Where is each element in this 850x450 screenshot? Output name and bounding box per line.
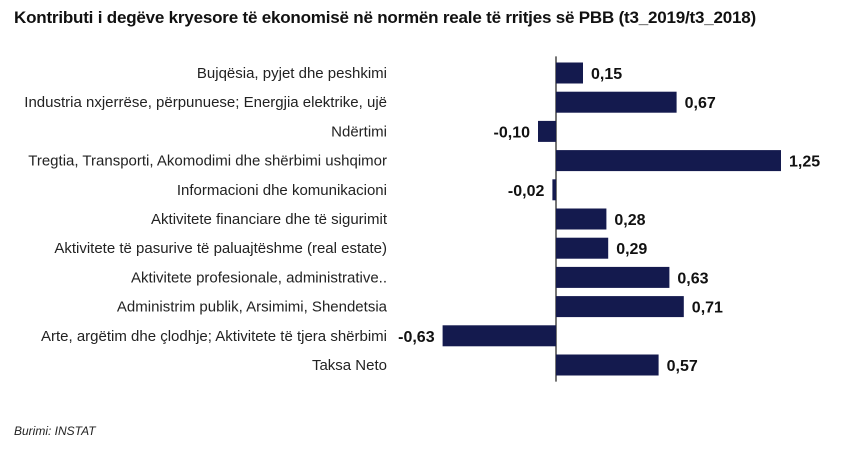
- value-label: 0,67: [685, 95, 716, 112]
- bar: [556, 150, 781, 172]
- value-label: 0,57: [667, 358, 698, 375]
- category-label: Bujqësia, pyjet dhe peshkimi: [197, 65, 387, 82]
- category-label: Administrim publik, Arsimimi, Shendetsia: [117, 299, 388, 316]
- category-label: Tregtia, Transporti, Akomodimi dhe shërb…: [28, 153, 387, 170]
- source-note: Burimi: INSTAT: [14, 424, 96, 438]
- category-label: Informacioni dhe komunikacioni: [177, 182, 387, 199]
- category-label: Taksa Neto: [312, 357, 387, 374]
- bar: [538, 120, 556, 142]
- category-label: Aktivitete të pasurive të paluajtëshme (…: [54, 240, 387, 257]
- bar: [556, 266, 670, 288]
- category-label: Aktivitete financiare dhe të sigurimit: [151, 211, 388, 228]
- bar: [556, 62, 583, 84]
- category-label: Ndërtimi: [331, 123, 387, 140]
- value-label: 1,25: [789, 154, 820, 171]
- value-label: 0,71: [692, 300, 723, 317]
- chart-title: Kontributi i degëve kryesore të ekonomis…: [14, 8, 756, 27]
- bar: [556, 354, 659, 376]
- category-label: Arte, argëtim dhe çlodhje; Aktivitete të…: [41, 328, 387, 345]
- value-label: -0,02: [508, 183, 545, 200]
- value-label: -0,10: [494, 124, 531, 141]
- category-label: Industria nxjerrëse, përpunuese; Energji…: [24, 94, 387, 111]
- value-label: 0,29: [616, 241, 647, 258]
- bar: [442, 325, 556, 347]
- value-label: 0,28: [614, 212, 645, 229]
- value-label: 0,15: [591, 66, 622, 83]
- bar: [556, 91, 677, 113]
- bar: [552, 179, 556, 201]
- labels-layer: Bujqësia, pyjet dhe peshkimi 0,15 Industri…: [24, 65, 820, 375]
- bar: [556, 208, 607, 230]
- bar-chart: Bujqësia, pyjet dhe peshkimi 0,15 Industri…: [24, 56, 820, 382]
- value-label: -0,63: [398, 329, 435, 346]
- bar: [556, 296, 684, 318]
- value-label: 0,63: [677, 270, 708, 287]
- bars-layer: [442, 56, 781, 382]
- category-label: Aktivitete profesionale, administrative.…: [131, 269, 387, 286]
- bar: [556, 237, 609, 259]
